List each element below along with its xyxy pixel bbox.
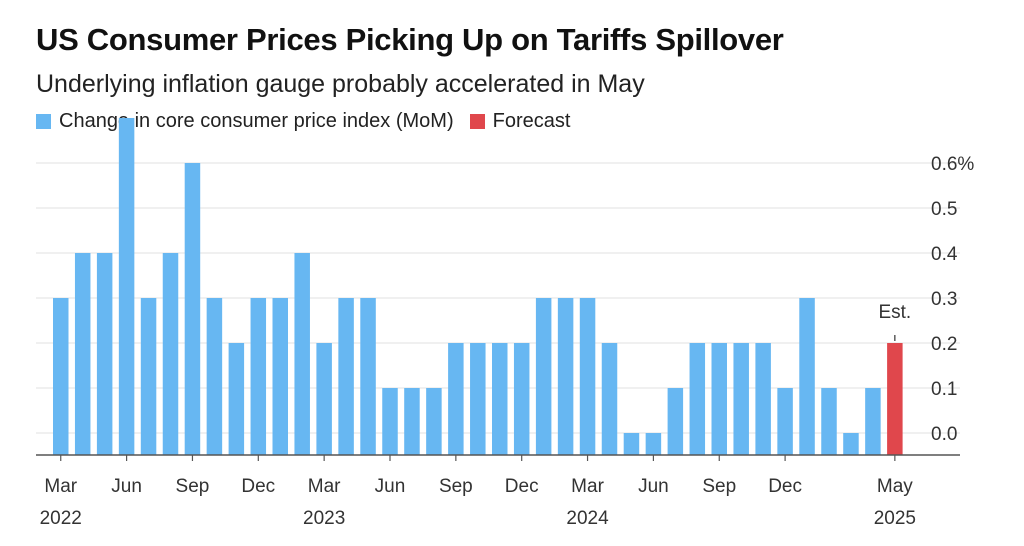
x-tick-label: Mar xyxy=(571,476,604,497)
bar xyxy=(689,343,706,455)
bar xyxy=(338,298,354,455)
bar xyxy=(96,253,113,455)
bar xyxy=(426,388,442,455)
legend-swatch-actual xyxy=(36,114,51,129)
bar xyxy=(448,343,464,455)
x-tick-year: 2024 xyxy=(566,508,609,529)
bar xyxy=(645,433,662,455)
bar xyxy=(206,298,223,455)
bar xyxy=(557,298,574,455)
y-tick-label: 0.5 xyxy=(931,199,957,220)
bar xyxy=(579,298,596,455)
bar xyxy=(843,433,859,455)
x-tick-year: 2022 xyxy=(40,508,82,529)
bar xyxy=(733,343,749,455)
legend-item-forecast: Forecast xyxy=(469,110,571,133)
x-tick-label: Sep xyxy=(439,476,473,497)
bar xyxy=(623,433,640,455)
bar xyxy=(711,343,727,455)
x-tick-label: Jun xyxy=(111,476,142,497)
bar xyxy=(74,253,91,455)
bar xyxy=(294,253,310,455)
legend-label-forecast: Forecast xyxy=(492,110,571,132)
bar xyxy=(777,388,793,455)
bar xyxy=(470,343,486,455)
bar xyxy=(184,163,201,455)
y-tick-label: 0.1 xyxy=(931,379,957,400)
x-tick-label: May xyxy=(877,476,913,497)
x-tick-label: Sep xyxy=(702,476,736,497)
bar xyxy=(821,388,837,455)
bar xyxy=(799,298,815,455)
y-tick-label: 0.0 xyxy=(931,424,957,445)
bar xyxy=(53,298,69,455)
x-tick-label: Jun xyxy=(638,476,669,497)
legend-label-actual: Change in core consumer price index (MoM… xyxy=(59,110,454,132)
annotation-label: Est. xyxy=(878,302,911,323)
legend: Change in core consumer price index (MoM… xyxy=(36,110,586,133)
x-tick-label: Dec xyxy=(505,476,539,497)
x-tick-label: Dec xyxy=(768,476,802,497)
bar xyxy=(382,388,398,455)
bar xyxy=(228,343,245,455)
x-tick-label: Mar xyxy=(44,476,77,497)
chart-title: US Consumer Prices Picking Up on Tariffs… xyxy=(36,22,784,57)
chart-subtitle: Underlying inflation gauge probably acce… xyxy=(36,70,645,98)
y-tick-label: 0.3 xyxy=(931,289,957,310)
y-tick-label: 0.2 xyxy=(931,334,957,355)
x-tick-year: 2023 xyxy=(303,508,345,529)
bar xyxy=(601,343,618,455)
bar xyxy=(360,298,376,455)
x-tick-year: 2025 xyxy=(874,508,916,529)
bar xyxy=(250,298,267,455)
bar xyxy=(865,388,881,455)
bar xyxy=(755,343,771,455)
forecast-bar xyxy=(887,343,903,455)
legend-item-actual: Change in core consumer price index (MoM… xyxy=(36,110,454,133)
y-tick-label: 0.4 xyxy=(931,244,958,265)
bar xyxy=(316,343,332,455)
x-tick-label: Dec xyxy=(241,476,275,497)
bar xyxy=(513,343,530,455)
bar xyxy=(140,298,157,455)
bar xyxy=(535,298,552,455)
y-tick-label: 0.6% xyxy=(931,154,974,175)
x-tick-label: Mar xyxy=(308,476,341,497)
bar xyxy=(667,388,684,455)
bar xyxy=(492,343,508,455)
legend-swatch-forecast xyxy=(469,114,485,129)
x-tick-label: Sep xyxy=(176,476,210,497)
bar xyxy=(118,118,135,455)
bar xyxy=(404,388,420,455)
bar xyxy=(272,298,288,455)
bar xyxy=(162,253,179,455)
x-tick-label: Jun xyxy=(375,476,406,497)
